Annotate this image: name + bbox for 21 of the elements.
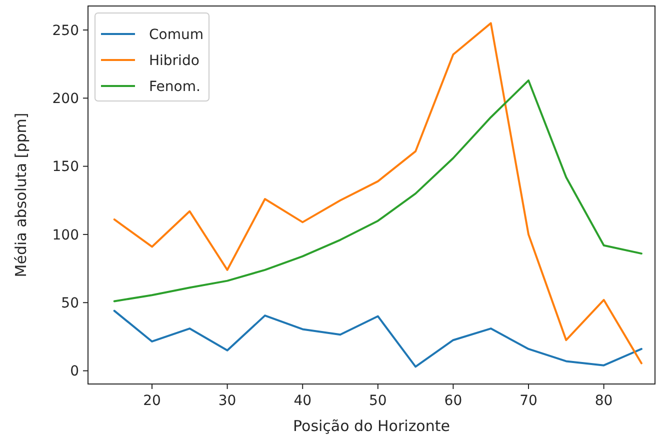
line-series <box>113 22 642 364</box>
y-tick-label: 50 <box>61 296 79 312</box>
y-tick-label: 200 <box>52 91 79 108</box>
legend-label: Fenom. <box>149 78 200 95</box>
legend-label: Comum <box>149 26 204 43</box>
line-series <box>113 79 642 302</box>
x-tick-label: 70 <box>520 393 538 409</box>
x-tick-label: 40 <box>294 393 312 409</box>
legend-label: Hibrido <box>149 52 200 69</box>
x-tick-label: 60 <box>444 393 462 409</box>
y-tick-label: 250 <box>52 22 79 39</box>
y-axis-title: Média absoluta [ppm] <box>12 112 30 278</box>
x-tick-label: 80 <box>594 393 613 409</box>
y-tick-label: 100 <box>52 227 79 244</box>
x-tick-label: 50 <box>368 393 387 409</box>
x-tick-label: 20 <box>143 393 161 409</box>
x-tick-label: 30 <box>218 393 236 409</box>
y-tick-label: 0 <box>70 364 79 380</box>
x-axis-title: Posição do Horizonte <box>293 417 450 435</box>
y-tick-label: 150 <box>52 159 79 176</box>
line-series <box>113 310 642 368</box>
